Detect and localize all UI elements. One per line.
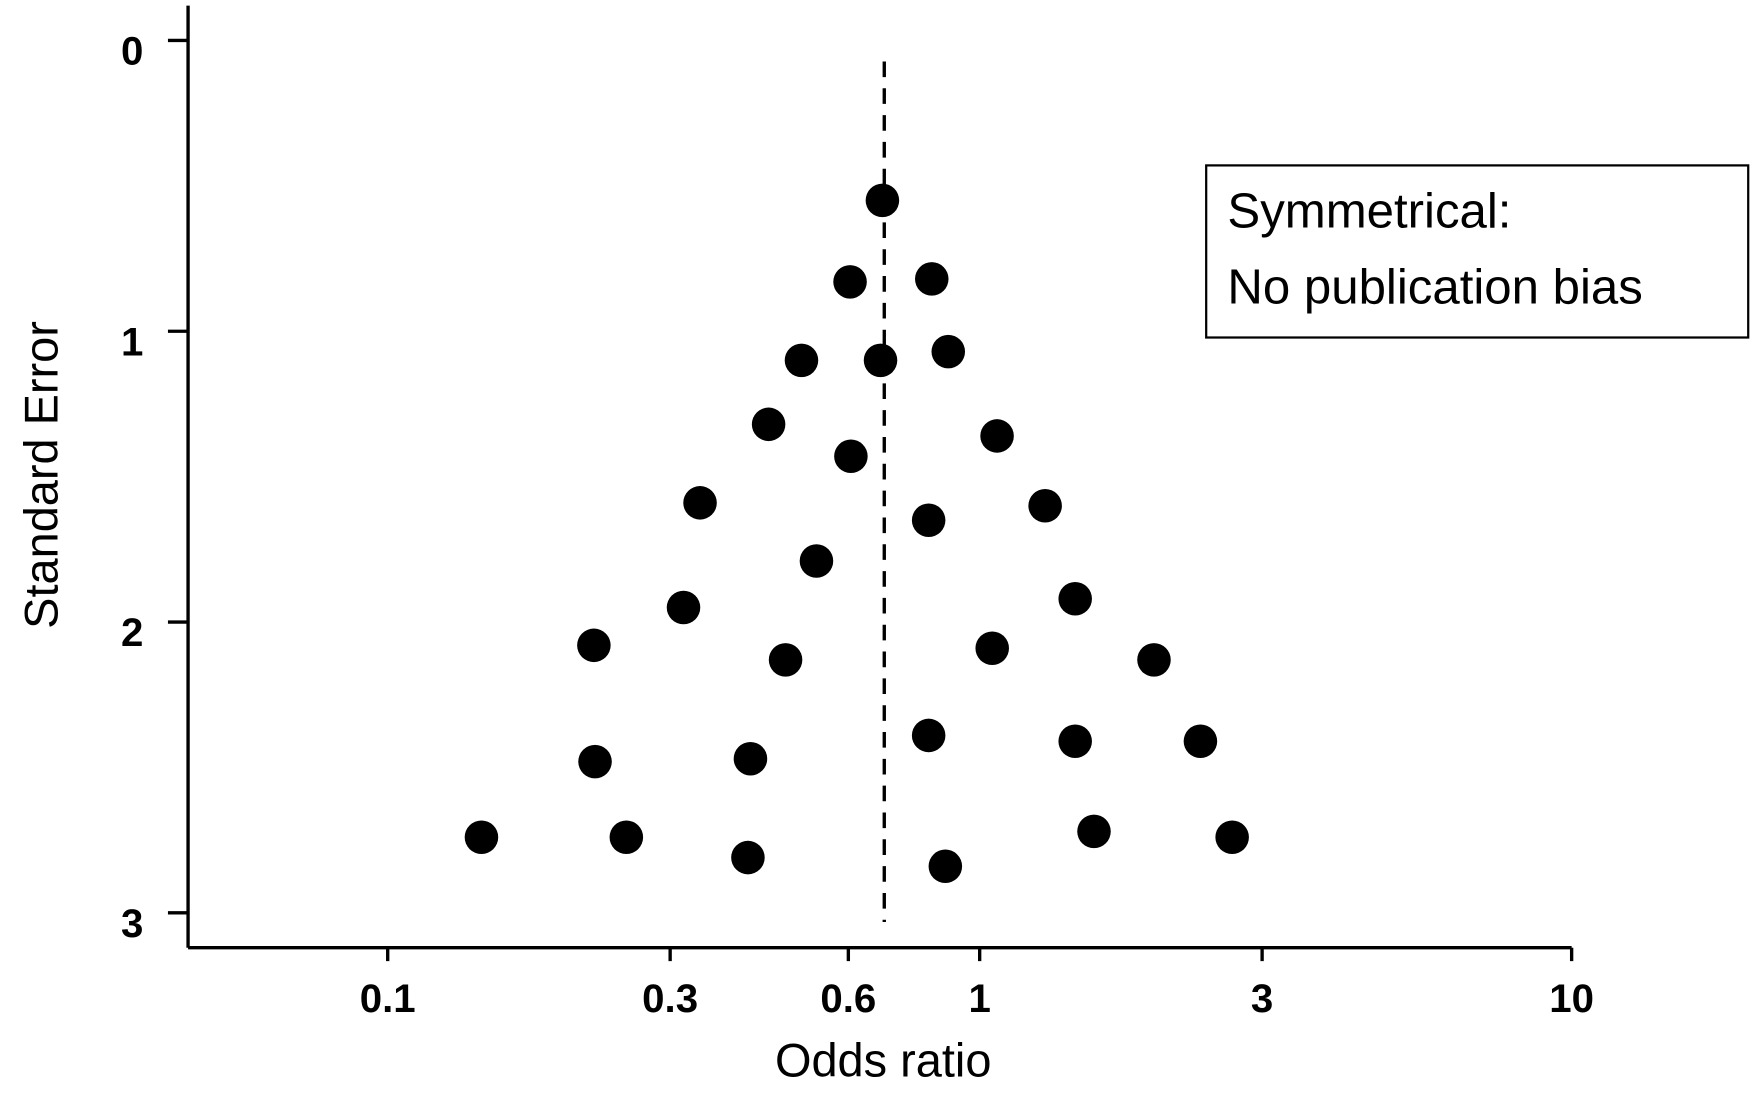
y-tick-label: 1 [121, 319, 143, 364]
point [751, 407, 786, 442]
point [577, 628, 611, 663]
point [1058, 582, 1092, 616]
point [931, 334, 966, 369]
annotation: No publication bias [1227, 260, 1642, 315]
x-tick-label: 0.6 [820, 976, 876, 1021]
y-tick-label: 3 [121, 901, 143, 946]
point [911, 503, 946, 538]
x-tick-label: 0.1 [360, 976, 416, 1021]
point [863, 343, 898, 378]
x-axis-label: Odds ratio [775, 1034, 991, 1086]
point [683, 486, 717, 520]
point [911, 718, 946, 753]
point [578, 744, 612, 779]
point [1137, 643, 1171, 677]
annotation: Symmetrical: [1227, 184, 1511, 239]
y-tick-label: 2 [121, 610, 143, 655]
point [666, 590, 701, 625]
point [784, 343, 819, 378]
point [834, 439, 868, 474]
y-axis-label: Standard Error [15, 321, 67, 629]
point [928, 849, 963, 884]
annotation-box [1205, 164, 1750, 339]
point [1077, 814, 1111, 849]
point [768, 643, 803, 677]
x-tick-label: 10 [1549, 976, 1594, 1021]
point [980, 419, 1014, 453]
point [1058, 724, 1092, 759]
point [865, 183, 900, 218]
point [1215, 820, 1249, 854]
x-tick-label: 0.3 [642, 976, 698, 1021]
point [731, 840, 765, 875]
x-tick-label: 3 [1251, 976, 1273, 1021]
point [1183, 724, 1218, 759]
point [1028, 488, 1062, 523]
point [464, 820, 499, 854]
point [799, 544, 834, 578]
point [833, 265, 867, 299]
point [733, 741, 768, 776]
point [609, 820, 644, 854]
point [975, 631, 1009, 665]
x-tick-label: 1 [968, 976, 990, 1021]
y-tick-label: 0 [121, 29, 143, 74]
point [915, 262, 949, 296]
